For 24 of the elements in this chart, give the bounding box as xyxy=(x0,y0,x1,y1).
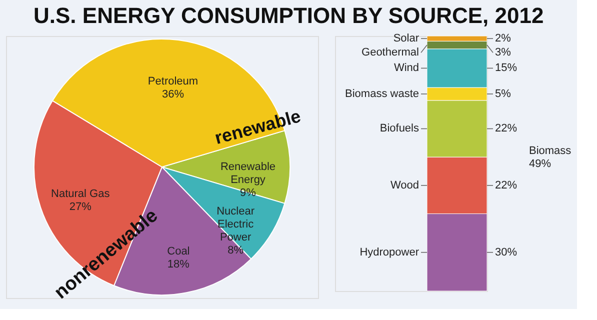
slice-label: Petroleum xyxy=(148,76,198,88)
data-label: 18% xyxy=(167,258,190,270)
data-label: 8% xyxy=(228,244,244,257)
data-label: 5% xyxy=(495,88,512,100)
data-label: 3% xyxy=(495,46,512,59)
slice-label: Coal xyxy=(167,245,190,258)
series-label: Wood xyxy=(390,179,419,192)
data-label: 22% xyxy=(495,179,518,192)
data-label: 2% xyxy=(495,32,512,45)
series-label: Geothermal xyxy=(362,46,419,59)
data-label: 30% xyxy=(495,246,518,258)
text: Biomass 49% xyxy=(529,144,572,170)
data-label: 27% xyxy=(69,201,92,214)
series-label: Biofuels xyxy=(380,122,420,135)
data-label: 15% xyxy=(495,62,518,74)
data-label: 22% xyxy=(495,122,518,135)
slice-label: Renewable Energy xyxy=(220,161,276,186)
chart-title: U.S. ENERGY CONSUMPTION BY SOURCE, 2012 xyxy=(33,3,544,28)
series-label: Wind xyxy=(394,62,419,74)
series-label: Biomass waste xyxy=(345,88,419,100)
data-label: 36% xyxy=(162,88,184,101)
slice-label: Natural Gas xyxy=(51,188,110,200)
series-label: Solar xyxy=(393,32,420,45)
series-label: Hydropower xyxy=(360,246,420,258)
